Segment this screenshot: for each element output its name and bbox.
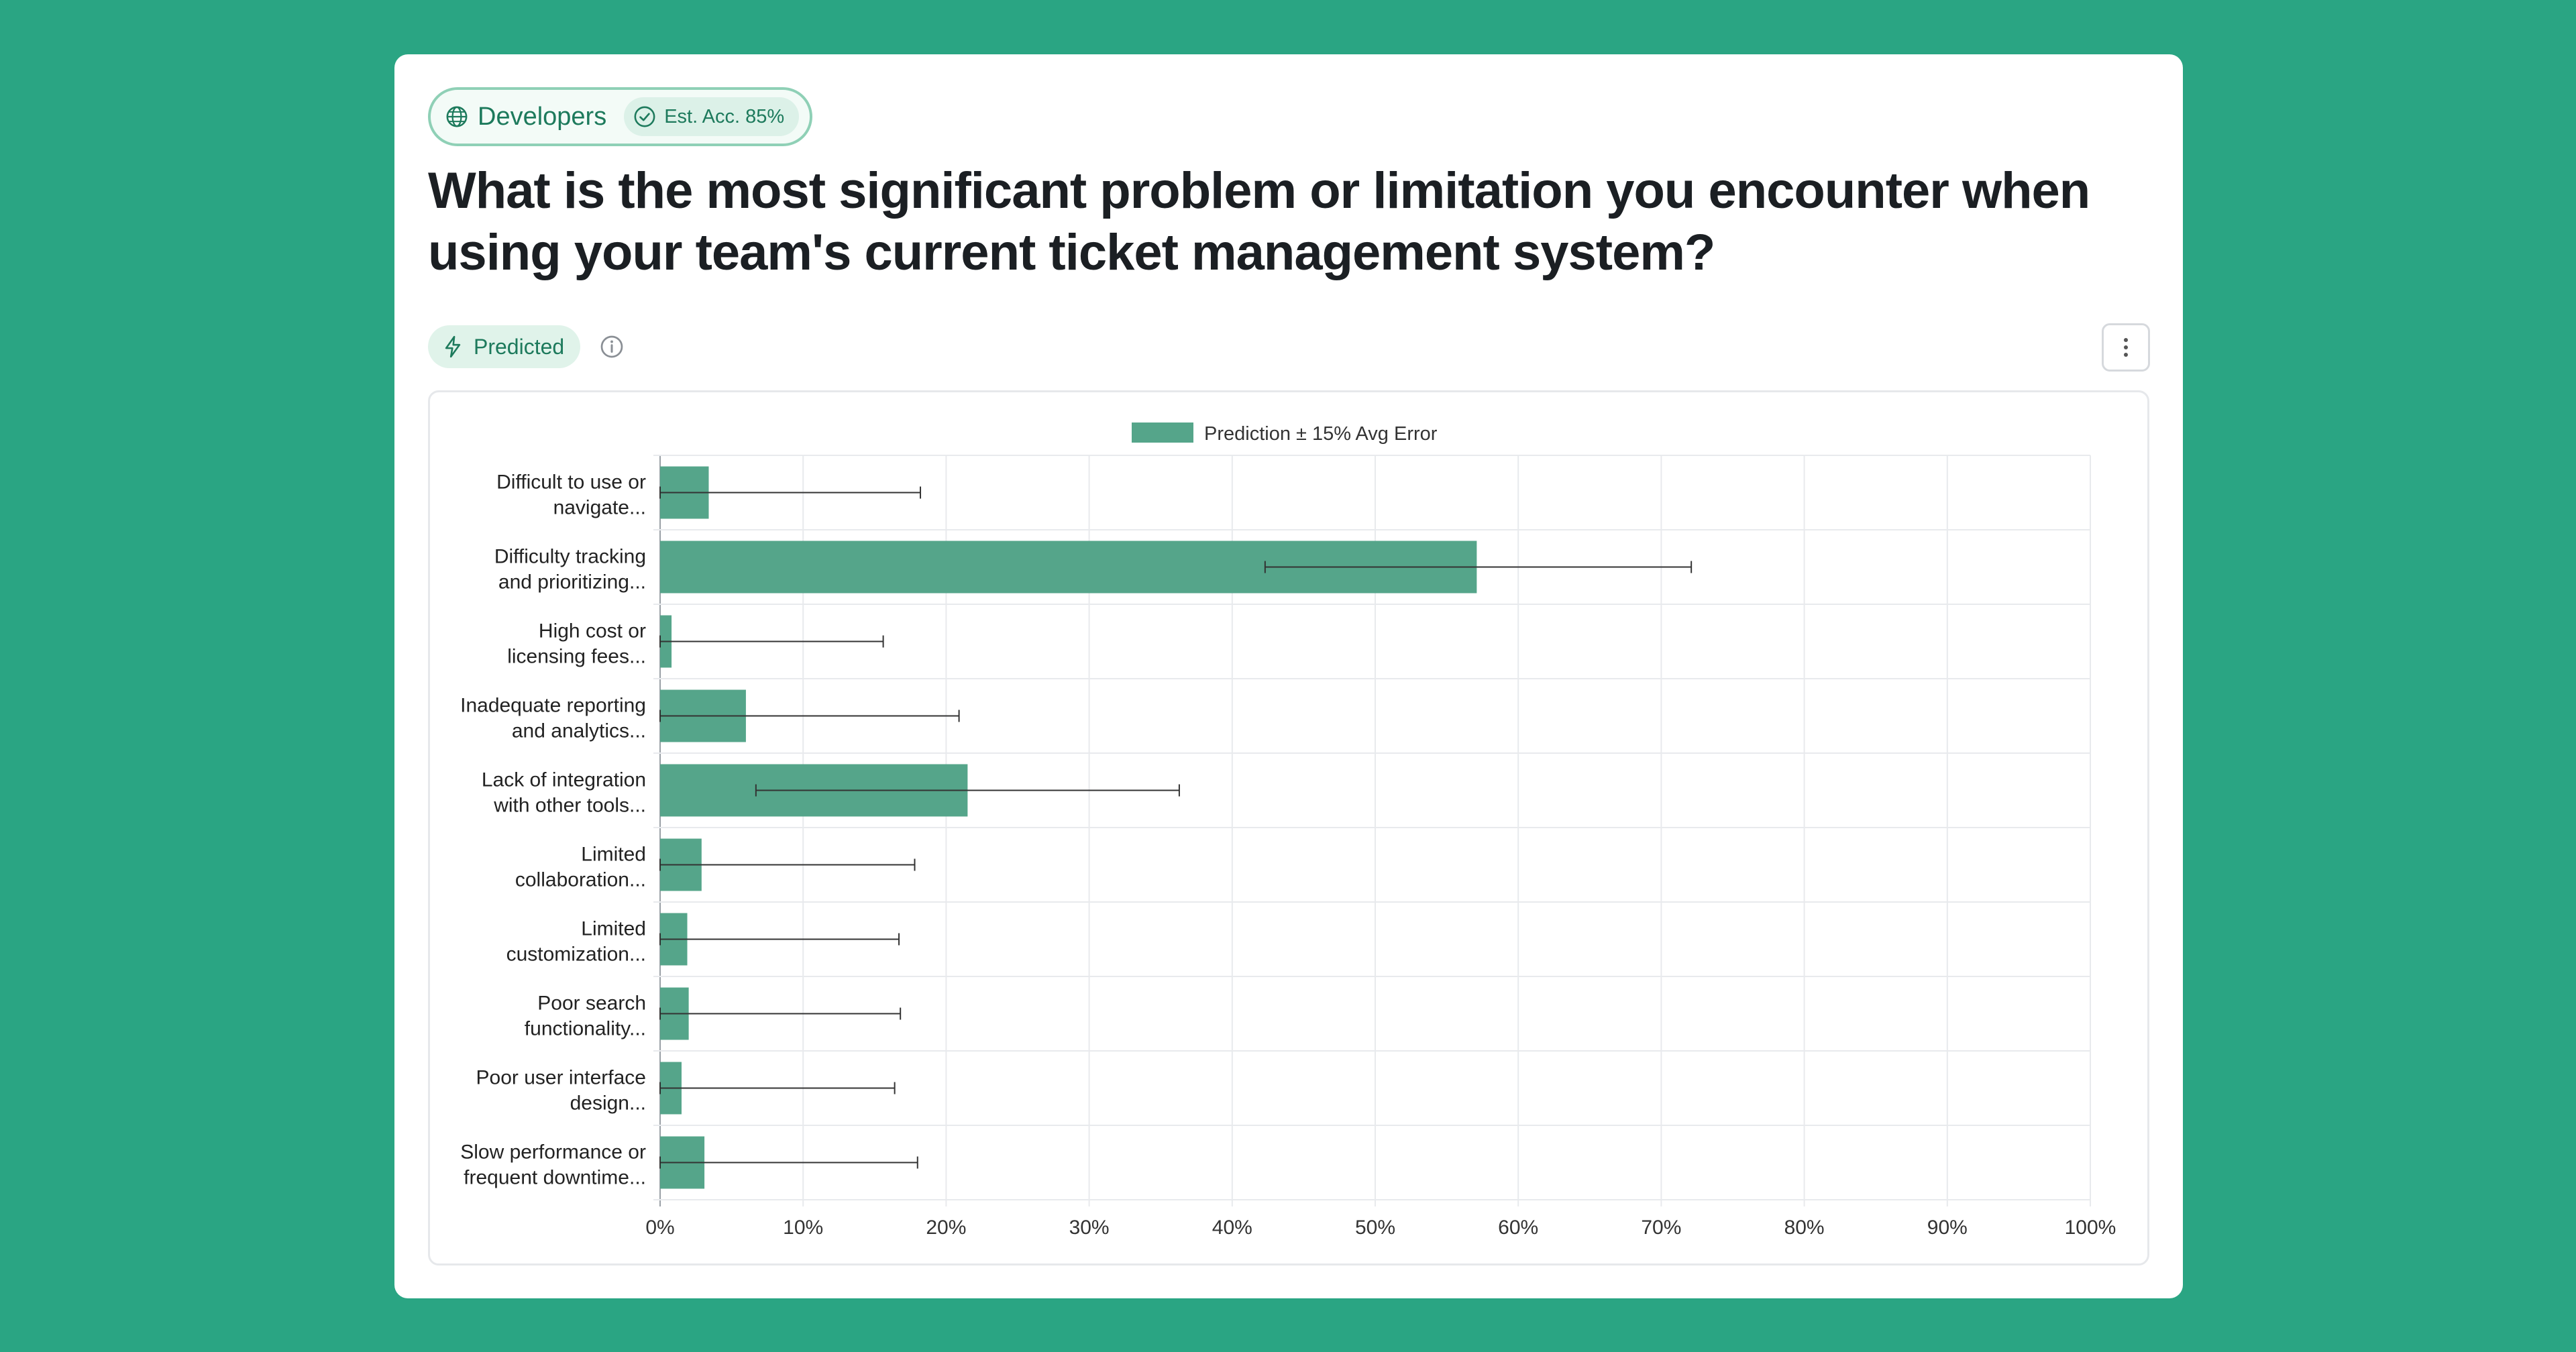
segment-label: Developers [478,102,607,131]
x-tick-label: 10% [783,1217,823,1239]
category-label: Lack of integration with other tools... [482,769,646,817]
chart-frame: Prediction ± 15% Avg Error Difficult to … [428,390,2149,1265]
check-circle-icon [634,106,655,127]
bolt-icon [445,335,461,358]
error-bars [659,486,1693,1169]
x-tick-label: 20% [926,1217,966,1239]
category-label: Poor search functionality... [525,993,646,1040]
question-card: Developers Est. Acc. 85% What is the mos… [394,54,2183,1298]
globe-icon [446,106,468,127]
bar-chart: Prediction ± 15% Avg Error Difficult to … [460,422,2116,1239]
x-tick-label: 0% [645,1217,674,1239]
more-vertical-icon [2124,338,2128,357]
accuracy-badge: Est. Acc. 85% [624,97,800,136]
x-tick-label: 40% [1212,1217,1252,1239]
predicted-badge: Predicted [428,325,581,368]
category-label: Difficulty tracking and prioritizing... [494,546,646,594]
category-label: Inadequate reporting and analytics... [460,695,646,742]
x-tick-label: 60% [1498,1217,1538,1239]
info-icon[interactable] [600,335,624,359]
predicted-label: Predicted [474,334,565,359]
x-tick-label: 90% [1927,1217,1968,1239]
accuracy-label: Est. Acc. 85% [664,105,785,127]
category-label: Poor user interface design... [476,1067,646,1115]
x-tick-label: 100% [2065,1217,2116,1239]
category-label: Limited customization... [506,918,646,966]
legend-label: Prediction ± 15% Avg Error [1204,423,1438,445]
x-tick-label: 80% [1784,1217,1825,1239]
chart-legend: Prediction ± 15% Avg Error [1132,422,1438,445]
category-labels: Difficult to use or navigate... Difficulty… [460,471,646,1189]
category-label: Limited collaboration... [515,844,646,891]
x-tick-label: 70% [1641,1217,1681,1239]
x-axis-ticks: 0% 10% 20% 30% 40% 50% 60% 70% 80% 90% 100% [645,1217,2116,1239]
legend-swatch [1132,422,1193,443]
category-label: High cost or licensing fees... [507,620,646,668]
question-title: What is the most significant problem or … [428,162,2090,281]
category-label: Difficult to use or navigate... [496,471,646,519]
x-tick-label: 30% [1069,1217,1110,1239]
category-label: Slow performance or frequent downtime... [460,1141,646,1189]
more-options-button[interactable] [2102,323,2150,372]
segment-pill[interactable]: Developers Est. Acc. 85% [428,87,813,146]
x-tick-label: 50% [1355,1217,1395,1239]
